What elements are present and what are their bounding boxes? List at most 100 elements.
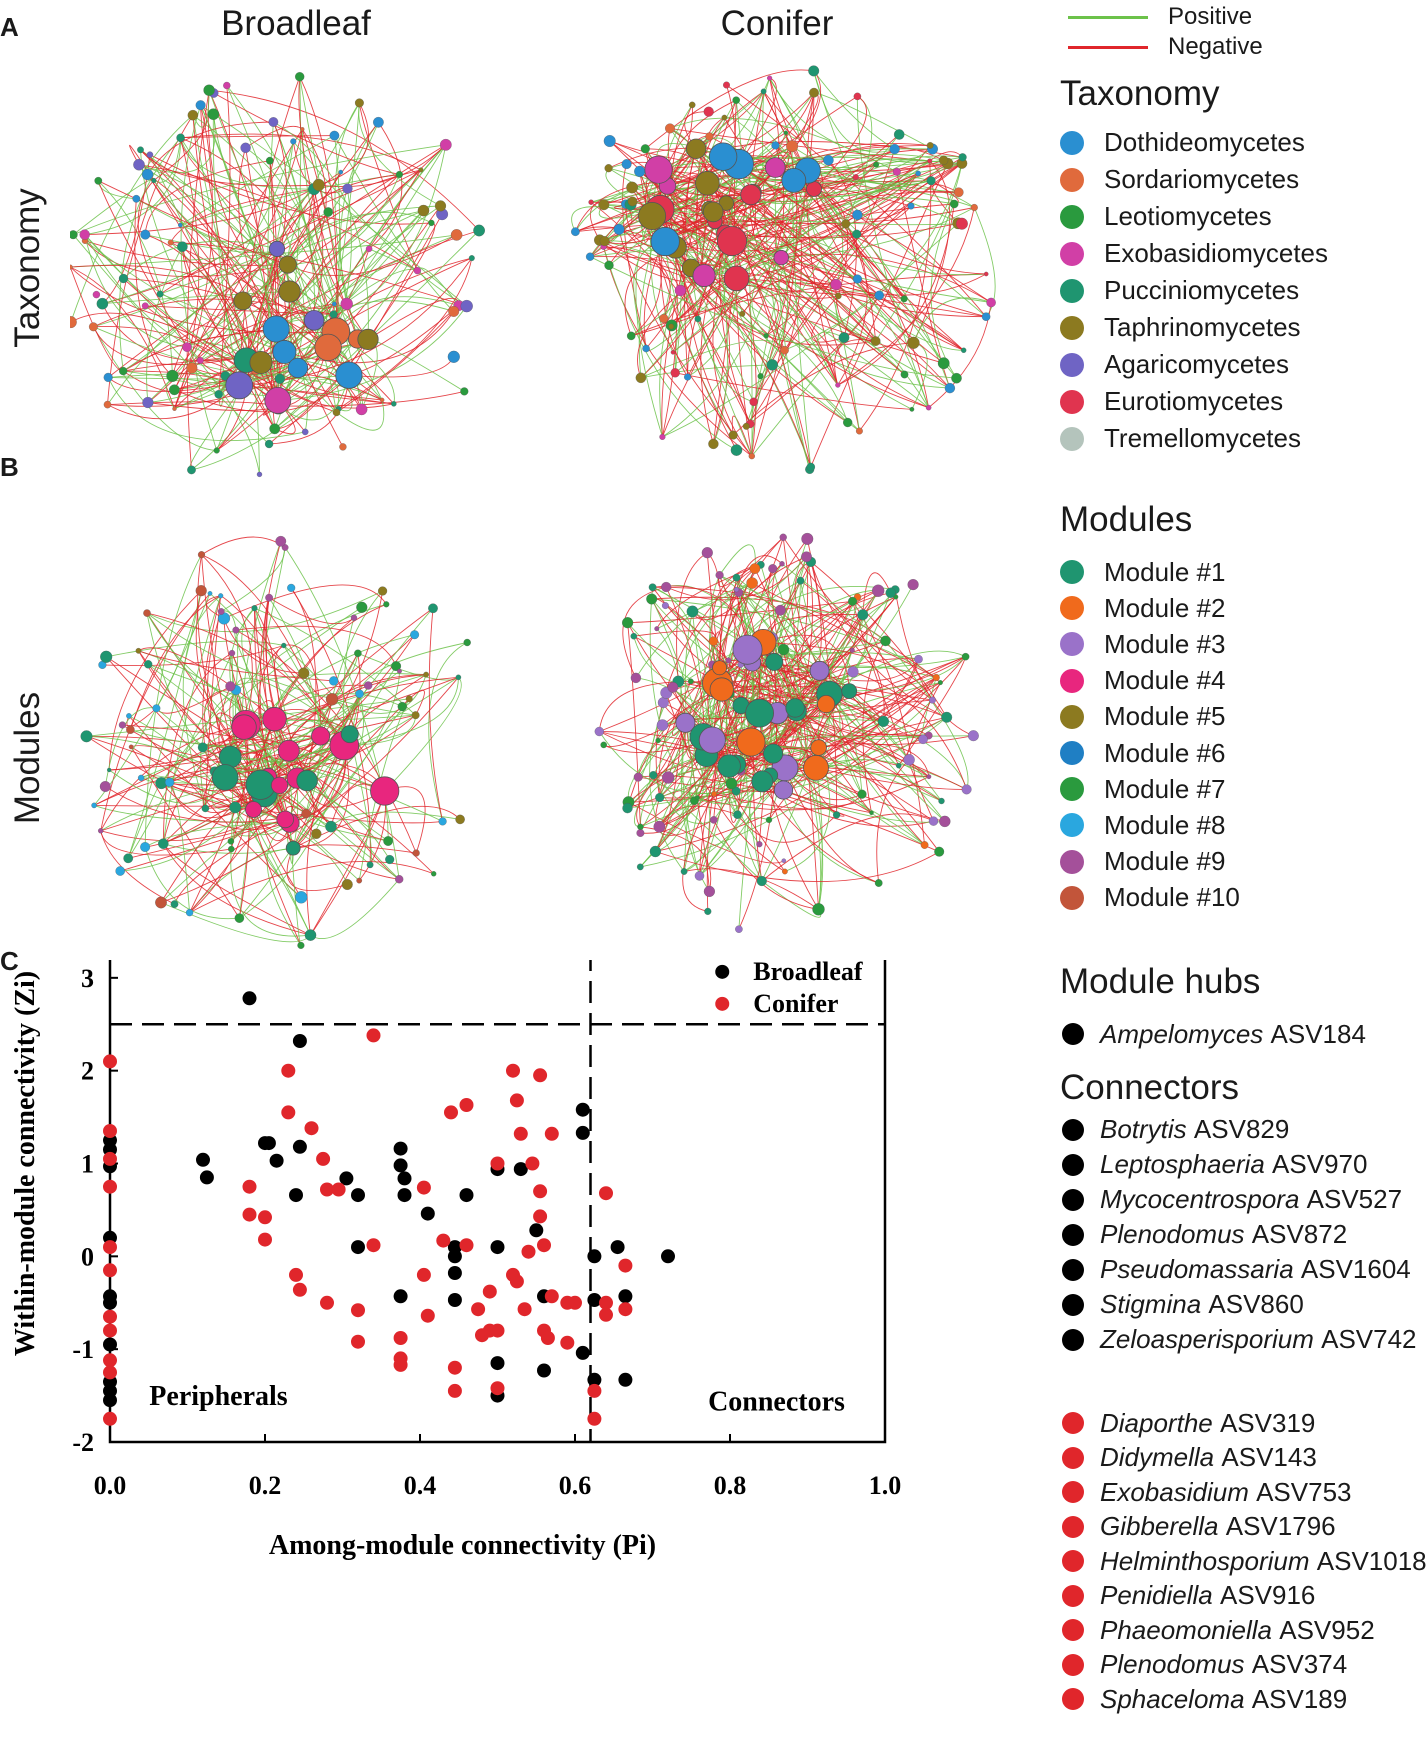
network-node (852, 274, 862, 284)
network-node (468, 255, 475, 262)
positive-edge (73, 144, 446, 236)
negative-edge (896, 171, 951, 389)
negative-edge (721, 689, 879, 884)
network-node (654, 626, 660, 632)
negative-edge (637, 275, 705, 378)
network-node (331, 301, 337, 307)
network-node (323, 207, 333, 217)
positive-edge (229, 607, 255, 725)
negative-edge (318, 144, 447, 188)
conifer-point (281, 1105, 296, 1120)
positive-edge (761, 880, 822, 918)
network-node (648, 583, 657, 592)
hub-node (806, 181, 822, 197)
negative-edge (714, 793, 863, 810)
legend-asv: ASV916 (1219, 1580, 1316, 1611)
conifer-point (351, 1303, 365, 1318)
negative-edge (655, 577, 737, 798)
positive-edge (719, 544, 756, 576)
legend-item: Module #5 (1060, 699, 1240, 735)
network-node (265, 593, 273, 602)
legend-item: Leotiomycetes (1060, 198, 1328, 235)
network-node (301, 428, 309, 436)
legend-genus: Phaeomoniella (1100, 1614, 1273, 1645)
legend-swatch (1060, 389, 1084, 414)
network-node (655, 737, 661, 744)
legend-asv: ASV1604 (1300, 1254, 1411, 1284)
network-node (143, 609, 151, 617)
network-node (144, 660, 153, 669)
conifer-point (103, 1365, 117, 1380)
positive-edge (249, 805, 348, 885)
hub-node (231, 714, 257, 740)
legend-label-conifer: Conifer (753, 989, 838, 1018)
conifer-point (447, 1360, 462, 1375)
positive-edge (635, 215, 663, 438)
negative-edge (672, 687, 786, 872)
network-node (455, 674, 462, 681)
legend-swatch (1060, 741, 1084, 766)
panel-label-b: B (0, 452, 19, 482)
network-node (156, 290, 164, 298)
positive-edge (191, 367, 299, 396)
positive-edge (333, 135, 341, 332)
legend-swatch (1060, 130, 1084, 155)
network-node (938, 797, 945, 805)
positive-edge (632, 200, 929, 408)
positive-edge (384, 676, 462, 792)
network-node (412, 849, 420, 857)
conifer-point (103, 1309, 117, 1324)
network-node (684, 373, 692, 381)
network-node (674, 284, 687, 297)
hub-node (773, 249, 789, 266)
negative-edge (783, 649, 872, 814)
hub-node (272, 339, 297, 364)
conifer-point (366, 1028, 381, 1043)
network-node (823, 154, 834, 166)
negative-edge (169, 676, 459, 783)
positive-edge (273, 121, 369, 340)
network-node (410, 630, 420, 640)
network-node (118, 273, 129, 284)
positive-edge (333, 144, 447, 315)
network-node (391, 401, 397, 407)
network-node (843, 417, 853, 428)
region-label-peripherals: Peripherals (149, 1381, 288, 1412)
network-node (877, 715, 889, 727)
connectors-legend-title: Connectors (1060, 1068, 1239, 1107)
negative-edge (428, 608, 444, 822)
negative-edge (140, 149, 319, 187)
network-node (395, 875, 404, 884)
legend-asv: ASV860 (1208, 1289, 1304, 1319)
broadleaf-point (447, 1293, 462, 1307)
network-node (411, 711, 420, 720)
hub-node (262, 706, 287, 732)
negative-edge (105, 656, 298, 779)
negative-edge (107, 114, 194, 405)
positive-edge (672, 188, 815, 353)
negative-edge (408, 689, 425, 716)
positive-edge (813, 70, 857, 178)
network-node (715, 571, 724, 580)
connectors-legend-broadleaf: Botrytis ASV829 Leptosphaeria ASV970 Mycoc… (1062, 1112, 1417, 1357)
positive-edge (93, 326, 217, 451)
network-node (653, 820, 666, 833)
network-node (213, 447, 220, 454)
network-node (760, 88, 767, 95)
positive-edge (162, 595, 222, 844)
network-node (635, 372, 647, 384)
hub-node (736, 727, 766, 757)
legend-label: Dothideomycetes (1104, 127, 1305, 157)
broadleaf-point (269, 1153, 284, 1168)
positive-edge (659, 556, 807, 828)
legend-item: Taphrinomycetes (1060, 309, 1328, 346)
network-node (588, 199, 594, 205)
legend-negative: Negative (1068, 32, 1263, 62)
positive-edge (180, 137, 315, 190)
network-node (342, 183, 353, 194)
negative-edge (278, 390, 465, 407)
network-node (961, 652, 970, 661)
hub-node (763, 743, 784, 764)
hub-node (638, 201, 667, 230)
hub-node (781, 167, 807, 193)
